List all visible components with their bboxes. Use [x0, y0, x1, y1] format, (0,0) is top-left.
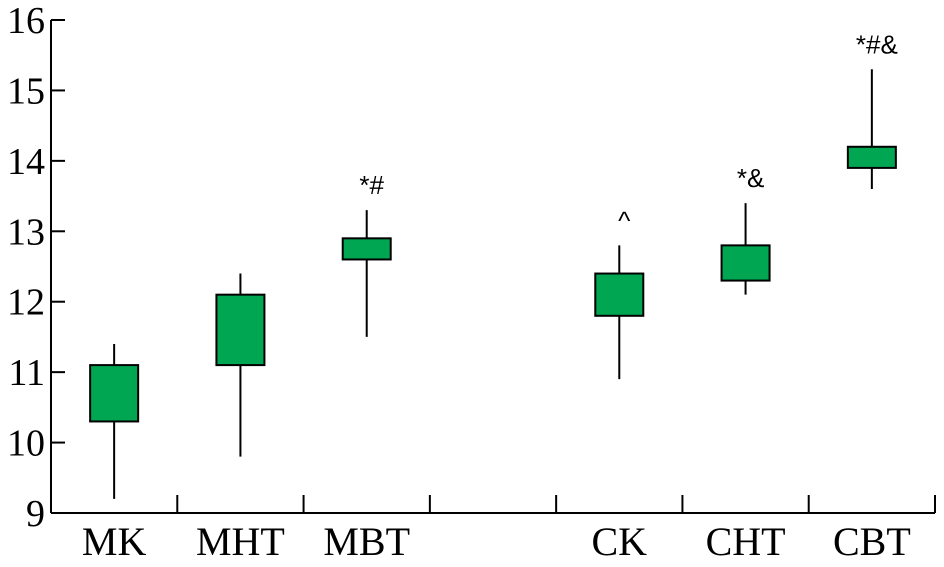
box: [594, 272, 645, 317]
x-ticks: MK MHT MBT CK CHT CBT: [82, 495, 936, 564]
boxes: *# ^ *& *#&: [89, 29, 898, 499]
significance-annotation: ^: [618, 205, 631, 235]
y-tick-label: 15: [7, 70, 45, 112]
box: [720, 244, 771, 282]
y-tick-label: 11: [8, 352, 45, 394]
significance-annotation: *&: [737, 163, 764, 193]
box: [89, 364, 140, 423]
x-tick-label: MBT: [323, 519, 410, 564]
box: [215, 293, 266, 367]
y-tick-label: 9: [26, 493, 45, 535]
box: [341, 237, 392, 261]
x-tick-label: MK: [82, 519, 147, 564]
y-tick-label: 10: [7, 423, 45, 465]
y-tick-label: 16: [7, 0, 45, 42]
x-tick-label: MHT: [196, 519, 285, 564]
significance-annotation: *#&: [856, 29, 898, 59]
x-tick-label: CHT: [706, 519, 786, 564]
x-tick-label: CBT: [833, 519, 911, 564]
y-ticks: 9 10 11 12 13 14 15 16: [7, 0, 65, 535]
significance-annotation: *#: [359, 170, 384, 200]
y-tick-label: 12: [7, 282, 45, 324]
x-tick-label: CK: [591, 519, 647, 564]
box: [846, 145, 897, 169]
y-tick-label: 14: [7, 141, 45, 183]
y-tick-label: 13: [7, 211, 45, 253]
